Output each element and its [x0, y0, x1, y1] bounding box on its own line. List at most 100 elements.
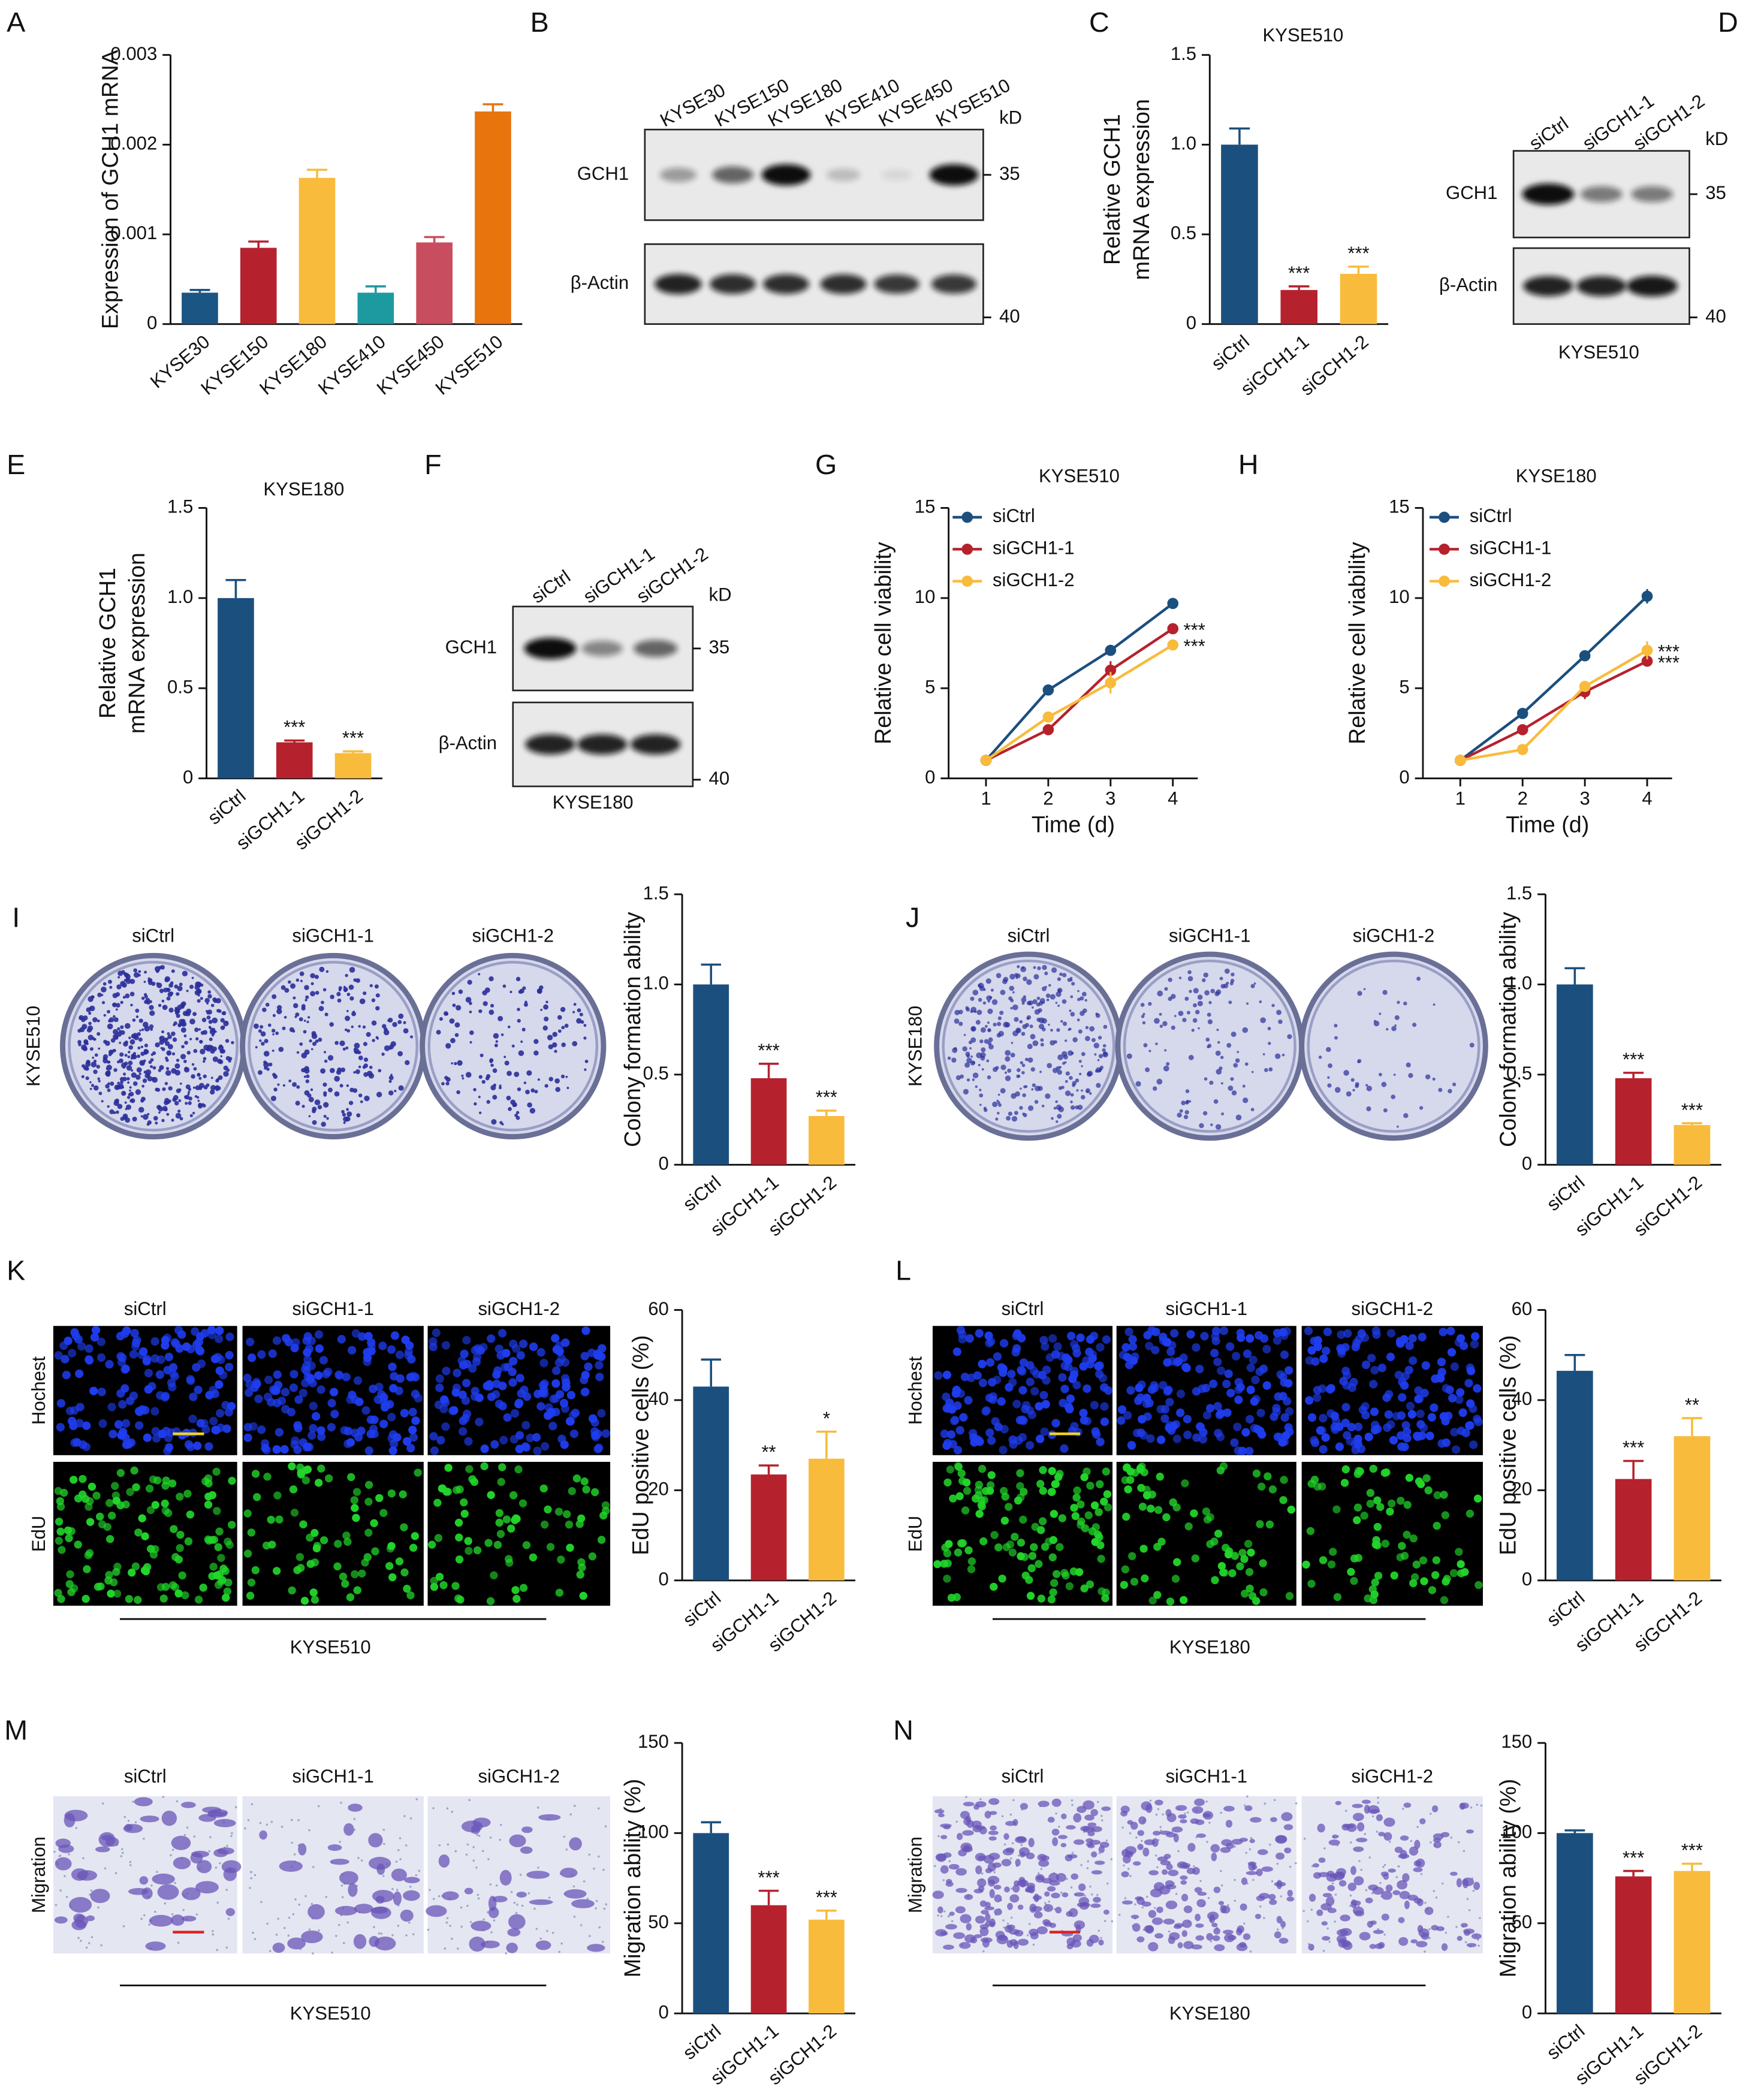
cell — [1141, 1574, 1149, 1583]
colony — [210, 1045, 214, 1049]
dish-rim — [427, 961, 599, 1132]
pore — [1276, 1862, 1279, 1865]
bar — [1615, 1078, 1652, 1165]
cell — [451, 1582, 460, 1590]
cell — [1248, 1592, 1257, 1600]
cell — [471, 1346, 480, 1355]
cell — [509, 1491, 518, 1500]
colony — [140, 1045, 144, 1048]
migrated-cell — [1346, 1823, 1357, 1832]
cell — [403, 1585, 411, 1593]
cell — [414, 1468, 422, 1477]
colony — [1047, 1063, 1053, 1069]
colony — [129, 1099, 133, 1103]
pore — [449, 1925, 451, 1927]
colony — [979, 1039, 984, 1044]
colony — [323, 1093, 327, 1097]
pore — [182, 1909, 185, 1911]
legend-label: siCtrl — [993, 505, 1035, 526]
pore — [1377, 1801, 1380, 1804]
pore — [515, 1912, 518, 1914]
colony — [975, 1085, 978, 1088]
migrated-cell — [1223, 1805, 1235, 1812]
y-tick-label: 0 — [1522, 1569, 1532, 1590]
colony — [1064, 1061, 1067, 1064]
pore — [1433, 1890, 1436, 1892]
colony — [1425, 1074, 1431, 1079]
cell — [1360, 1512, 1368, 1520]
blot-band — [659, 167, 696, 182]
colony — [275, 1031, 279, 1035]
migrated-cell — [1018, 1877, 1026, 1884]
pore — [490, 1931, 493, 1934]
cell — [221, 1567, 230, 1575]
cell — [990, 1582, 998, 1591]
cell — [1100, 1418, 1109, 1426]
cell — [1285, 1592, 1294, 1600]
migrated-cell — [1132, 1923, 1141, 1932]
colony — [135, 1089, 141, 1095]
cell — [1255, 1331, 1264, 1340]
cell — [974, 1486, 983, 1494]
cell — [1096, 1343, 1105, 1352]
colony — [266, 1067, 270, 1071]
colony — [119, 1041, 122, 1044]
panel-letter: F — [424, 449, 442, 480]
cell — [364, 1446, 373, 1455]
colony — [454, 1033, 459, 1038]
pore — [1295, 1862, 1297, 1865]
cell — [1349, 1377, 1358, 1387]
panel-letter: K — [7, 1255, 25, 1286]
cell — [1403, 1530, 1411, 1539]
row-label: Migration — [905, 1836, 926, 1913]
colony — [1432, 1077, 1436, 1081]
cell — [1466, 1399, 1475, 1408]
migrated-cell — [1462, 1877, 1474, 1887]
colony — [1072, 1084, 1075, 1087]
cell — [1051, 1419, 1060, 1428]
colony — [198, 1082, 204, 1088]
pore — [231, 1832, 233, 1835]
blot-band — [1580, 186, 1623, 203]
cell — [1247, 1548, 1255, 1557]
pore — [580, 1924, 583, 1926]
colony — [168, 1008, 174, 1013]
colony — [491, 1119, 497, 1125]
cell — [303, 1332, 312, 1341]
column-label: siCtrl — [1002, 1298, 1044, 1319]
migrated-cell — [54, 1916, 68, 1924]
migrated-cell — [1007, 1902, 1013, 1910]
cell — [163, 1446, 172, 1455]
colony — [517, 1018, 521, 1023]
cell — [1151, 1328, 1160, 1337]
colony — [561, 1042, 566, 1048]
colony — [397, 1051, 403, 1057]
colony — [85, 1076, 89, 1081]
pore — [1096, 1893, 1099, 1896]
cell — [532, 1433, 541, 1442]
migrated-cell — [988, 1798, 1000, 1805]
colony — [303, 1075, 306, 1078]
cell — [1211, 1332, 1220, 1341]
pore — [1263, 1917, 1265, 1919]
pore — [427, 1928, 430, 1931]
cell — [82, 1442, 91, 1451]
pore — [481, 1850, 484, 1853]
colony — [1005, 1075, 1011, 1081]
cell — [987, 1471, 996, 1479]
pore — [537, 1866, 539, 1869]
colony — [1057, 1005, 1060, 1007]
pore — [965, 1796, 967, 1798]
migrated-cell — [1359, 1932, 1371, 1941]
cell — [111, 1482, 119, 1490]
blot-caption: KYSE180 — [553, 792, 634, 813]
column-label: siGCH1-2 — [1352, 1298, 1434, 1319]
cell — [221, 1401, 230, 1410]
cell — [168, 1383, 177, 1392]
cell — [193, 1441, 202, 1450]
cell — [1409, 1534, 1418, 1543]
colony — [178, 1099, 182, 1102]
colony — [161, 999, 165, 1003]
colony — [129, 991, 135, 997]
